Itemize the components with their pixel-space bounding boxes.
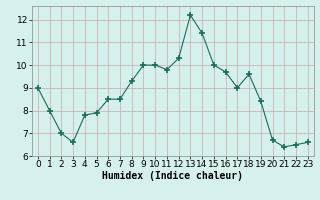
X-axis label: Humidex (Indice chaleur): Humidex (Indice chaleur) <box>102 171 243 181</box>
